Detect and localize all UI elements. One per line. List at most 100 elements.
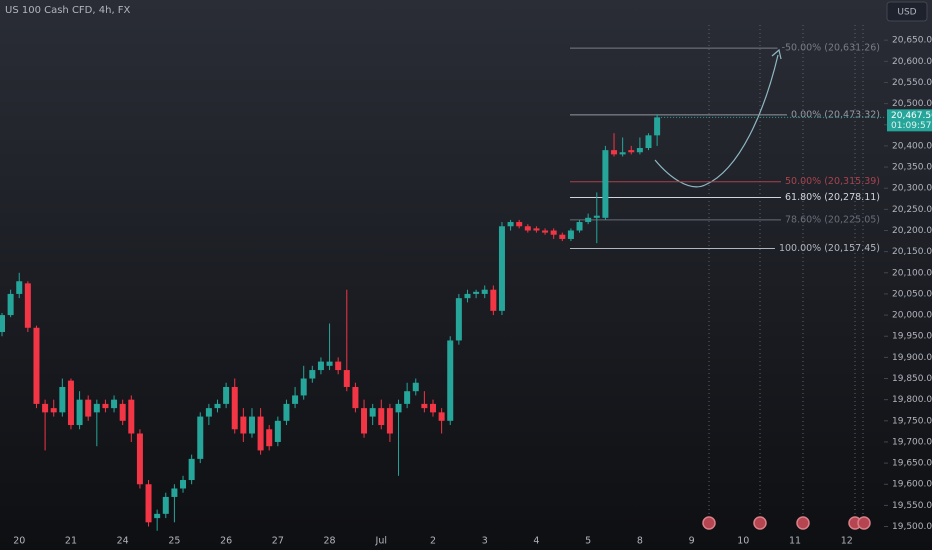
candle-body bbox=[611, 150, 618, 155]
currency-button[interactable] bbox=[886, 1, 928, 22]
candle-body bbox=[16, 281, 23, 294]
candle-body bbox=[395, 403, 402, 413]
candle-body bbox=[533, 228, 540, 231]
candle-body bbox=[162, 496, 169, 514]
candle-body bbox=[24, 283, 31, 328]
y-tick-label: 19,900.00 bbox=[892, 353, 932, 363]
candle-body bbox=[352, 386, 359, 409]
candle-body bbox=[274, 420, 281, 442]
candle-body bbox=[145, 484, 152, 523]
chart-title: US 100 Cash CFD, 4h, FX bbox=[5, 5, 131, 16]
y-tick-label: 20,200.00 bbox=[892, 226, 932, 236]
candle-body bbox=[317, 361, 324, 371]
candle-body bbox=[490, 289, 497, 311]
y-tick-label: 19,650.00 bbox=[892, 459, 932, 469]
candle-body bbox=[223, 386, 230, 404]
candle-body bbox=[231, 386, 238, 430]
event-marker[interactable] bbox=[857, 516, 871, 530]
fib-label: 0.00% (20,473.32) bbox=[791, 109, 880, 120]
candle-body bbox=[481, 289, 488, 294]
event-markers[interactable] bbox=[702, 516, 871, 530]
candle-body bbox=[593, 215, 600, 218]
event-marker[interactable] bbox=[796, 516, 810, 530]
candle-body bbox=[386, 408, 393, 434]
x-tick-label: 28 bbox=[324, 536, 336, 547]
candle-body bbox=[576, 222, 583, 231]
candle-body bbox=[550, 230, 557, 235]
y-tick-label: 19,750.00 bbox=[892, 416, 932, 426]
candle-body bbox=[205, 408, 212, 417]
candle-body bbox=[464, 293, 471, 299]
y-tick-label: 20,250.00 bbox=[892, 205, 932, 215]
x-tick-label: 5 bbox=[585, 536, 591, 547]
candle-body bbox=[585, 217, 592, 223]
y-tick-label: 20,600.00 bbox=[892, 57, 932, 67]
candle-body bbox=[257, 416, 264, 451]
event-marker[interactable] bbox=[753, 516, 767, 530]
candle-body bbox=[507, 222, 514, 227]
candle-body bbox=[404, 391, 411, 404]
candle-body bbox=[76, 399, 83, 426]
candle-body bbox=[188, 458, 195, 481]
candle-body bbox=[33, 327, 40, 404]
y-tick-label: 20,050.00 bbox=[892, 289, 932, 299]
event-lines bbox=[708, 25, 864, 515]
x-tick-label: Jul bbox=[375, 536, 387, 547]
candle-body bbox=[266, 429, 273, 447]
candle-body bbox=[516, 222, 523, 227]
candle-body bbox=[567, 230, 574, 239]
x-tick-label: 10 bbox=[737, 536, 749, 547]
x-tick-label: 20 bbox=[13, 536, 25, 547]
candle-body bbox=[292, 395, 299, 404]
candle-body bbox=[180, 480, 187, 489]
y-tick-label: 19,850.00 bbox=[892, 374, 932, 384]
fib-label: 100.00% (20,157.45) bbox=[779, 243, 880, 254]
candle-body bbox=[128, 399, 135, 434]
y-tick-label: 19,600.00 bbox=[892, 480, 932, 490]
fib-label: 61.80% (20,278.11) bbox=[785, 192, 880, 203]
candle-body bbox=[136, 433, 143, 485]
candle-body bbox=[361, 408, 368, 434]
x-tick-label: 25 bbox=[168, 536, 180, 547]
candle-body bbox=[326, 361, 333, 366]
y-tick-label: 19,550.00 bbox=[892, 501, 932, 511]
last-price-tag bbox=[887, 109, 932, 132]
fib-label: -50.00% (20,631.26) bbox=[782, 43, 880, 54]
candle-body bbox=[0, 315, 5, 332]
candle-body bbox=[85, 399, 92, 417]
x-tick-label: 4 bbox=[533, 536, 539, 547]
candle-body bbox=[619, 152, 626, 155]
candle-body bbox=[283, 403, 290, 421]
projection-arrow bbox=[654, 54, 779, 188]
x-tick-label: 27 bbox=[272, 536, 284, 547]
y-tick-label: 20,650.00 bbox=[892, 36, 932, 46]
event-marker[interactable] bbox=[702, 516, 716, 530]
candle-body bbox=[524, 226, 531, 231]
candle-body bbox=[67, 380, 74, 426]
x-tick-label: 21 bbox=[65, 536, 77, 547]
y-tick-label: 20,000.00 bbox=[892, 311, 932, 321]
y-tick-label: 19,950.00 bbox=[892, 332, 932, 342]
candle-body bbox=[412, 382, 419, 392]
last-price-label: 20,467.56 bbox=[891, 111, 932, 121]
y-tick-label: 20,550.00 bbox=[892, 78, 932, 88]
candle-body bbox=[421, 403, 428, 409]
x-tick-label: 2 bbox=[430, 536, 436, 547]
candle-body bbox=[473, 291, 480, 294]
x-tick-label: 11 bbox=[789, 536, 801, 547]
candle-body bbox=[602, 150, 609, 218]
y-tick-label: 20,400.00 bbox=[892, 141, 932, 151]
y-tick-label: 20,150.00 bbox=[892, 247, 932, 257]
currency-label[interactable]: USD bbox=[897, 8, 916, 18]
candle-body bbox=[214, 403, 221, 409]
candle-body bbox=[498, 226, 505, 311]
y-tick-label: 20,500.00 bbox=[892, 99, 932, 109]
fib-label: 50.00% (20,315.39) bbox=[785, 176, 880, 187]
candle-body bbox=[447, 340, 454, 421]
candle-body bbox=[335, 361, 342, 371]
arrow-head bbox=[771, 48, 782, 60]
candle-body bbox=[111, 399, 118, 409]
y-tick-label: 19,700.00 bbox=[892, 437, 932, 447]
